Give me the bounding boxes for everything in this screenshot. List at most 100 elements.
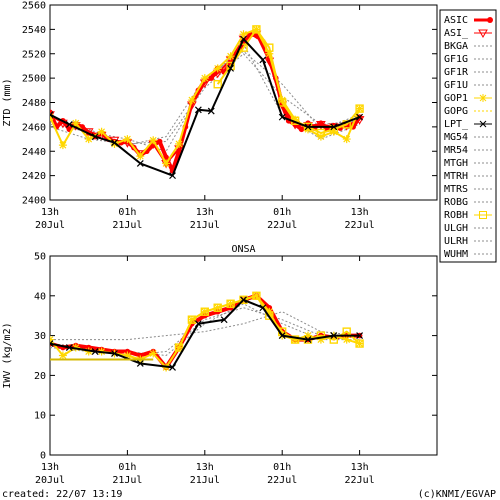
x-tick-label: 01h bbox=[118, 207, 136, 218]
x-tick-label: 13h bbox=[41, 462, 59, 473]
x-tick-label-date: 21Jul bbox=[112, 475, 142, 486]
legend-label-gopg: GOPG bbox=[444, 106, 468, 117]
point-robh bbox=[265, 43, 274, 52]
y-tick-label: 2440 bbox=[22, 147, 46, 158]
y-tick-label: 2480 bbox=[22, 98, 46, 109]
legend-label-robh: ROBH bbox=[444, 210, 468, 221]
legend-label-bkga: BKGA bbox=[444, 41, 468, 52]
legend-label-asic: ASIC bbox=[444, 15, 468, 26]
point-asic bbox=[163, 154, 169, 161]
x-tick-label: 13h bbox=[351, 207, 369, 218]
x-tick-label-date: 22Jul bbox=[267, 220, 297, 231]
legend-label-asi_: ASI_ bbox=[444, 28, 469, 39]
point-robh bbox=[290, 335, 300, 344]
point-lpt bbox=[65, 121, 73, 128]
x-tick-label: 01h bbox=[273, 462, 291, 473]
y-tick-label: 2400 bbox=[22, 196, 46, 207]
y-tick-label: 10 bbox=[34, 411, 46, 422]
point-robh bbox=[316, 128, 326, 138]
point-gop1 bbox=[84, 347, 93, 356]
point-asi bbox=[316, 120, 326, 130]
point-lpt bbox=[240, 296, 247, 304]
point-gop1 bbox=[136, 152, 145, 161]
point-robh bbox=[239, 295, 248, 304]
point-lpt bbox=[259, 56, 267, 64]
point-lpt bbox=[91, 133, 99, 141]
x-tick-label-date: 21Jul bbox=[190, 220, 220, 231]
point-lpt bbox=[278, 113, 286, 121]
point-gop1 bbox=[239, 30, 248, 39]
y-tick-label: 2420 bbox=[22, 171, 46, 182]
point-lpt bbox=[240, 35, 247, 43]
point-robh bbox=[213, 303, 222, 312]
y-tick-label: 2540 bbox=[22, 25, 46, 36]
legend-label-gf1r: GF1R bbox=[444, 67, 469, 78]
point-robh bbox=[329, 125, 338, 134]
point-lpt bbox=[111, 350, 118, 357]
point-robh bbox=[355, 339, 364, 348]
point-lpt bbox=[50, 340, 54, 347]
point-robh bbox=[226, 299, 235, 308]
y-tick-label: 40 bbox=[34, 291, 46, 302]
point-lpt bbox=[220, 316, 228, 324]
point-robh bbox=[200, 307, 210, 316]
x-tick-label: 01h bbox=[273, 207, 291, 218]
legend-label-mtgh: MTGH bbox=[444, 158, 468, 169]
point-gop1 bbox=[342, 335, 351, 344]
legend-label-mg54: MG54 bbox=[444, 132, 468, 143]
point-lpt bbox=[169, 364, 176, 371]
iwv-panel: 0 10 20 30 40 50 13h 20Jul 01h 21Jul 13h 21Jul 01h 22… bbox=[2, 244, 438, 486]
point-gop1 bbox=[149, 136, 158, 145]
legend-marker bbox=[479, 211, 487, 219]
point-robh bbox=[265, 311, 274, 320]
series-line-gop1 bbox=[50, 28, 361, 165]
plot-area bbox=[50, 291, 364, 372]
point-gop1 bbox=[149, 349, 158, 358]
point-gop1 bbox=[304, 125, 312, 134]
y-tick-label: 2520 bbox=[22, 49, 46, 60]
point-robh bbox=[252, 25, 261, 34]
point-lpt bbox=[356, 113, 364, 121]
point-asic bbox=[156, 138, 163, 145]
x-tick-label: 01h bbox=[118, 462, 136, 473]
legend-marker bbox=[479, 120, 487, 128]
series-line-asic bbox=[50, 293, 360, 370]
point-gop1 bbox=[50, 335, 54, 344]
y-axis-label: IWV (kg/m2) bbox=[2, 322, 13, 388]
point-lpt bbox=[259, 304, 267, 312]
point-lpt bbox=[207, 107, 215, 115]
x-tick-label: 13h bbox=[41, 207, 59, 218]
series-line-lpt_ bbox=[50, 38, 360, 177]
point-gop1 bbox=[71, 119, 80, 128]
plot-area bbox=[50, 25, 365, 180]
point-robh bbox=[213, 80, 222, 89]
legend-label-robg: ROBG bbox=[444, 197, 468, 208]
series-line-asic bbox=[50, 32, 362, 173]
series-line-gop1 bbox=[50, 294, 360, 369]
point-robh bbox=[278, 98, 287, 107]
point-gop1 bbox=[58, 351, 67, 360]
x-tick-label: 13h bbox=[351, 462, 369, 473]
y-tick-label: 0 bbox=[40, 451, 46, 462]
point-gop1 bbox=[226, 52, 235, 61]
y-tick-label: 2460 bbox=[22, 122, 46, 133]
copyright-credit: (c)KNMI/EGVAP bbox=[418, 489, 496, 500]
legend-label-mr54: MR54 bbox=[444, 145, 468, 156]
point-lpt bbox=[304, 336, 312, 344]
point-gop1 bbox=[175, 343, 183, 352]
point-gop1 bbox=[265, 49, 274, 58]
point-gop1 bbox=[200, 74, 209, 83]
y-tick-label: 50 bbox=[34, 252, 46, 263]
x-tick-label-date: 22Jul bbox=[267, 475, 297, 486]
point-lpt bbox=[227, 64, 235, 72]
y-axis-label: ZTD (mm) bbox=[2, 78, 13, 126]
point-gop1 bbox=[342, 135, 351, 144]
series-line-asi_ bbox=[50, 33, 361, 165]
point-gop1 bbox=[97, 127, 106, 136]
point-gop1 bbox=[355, 104, 364, 113]
point-lpt bbox=[194, 320, 202, 328]
legend-label-wuhm: WUHM bbox=[444, 249, 468, 260]
legend-label-mtrh: MTRH bbox=[444, 171, 468, 182]
point-gop1 bbox=[123, 135, 132, 144]
